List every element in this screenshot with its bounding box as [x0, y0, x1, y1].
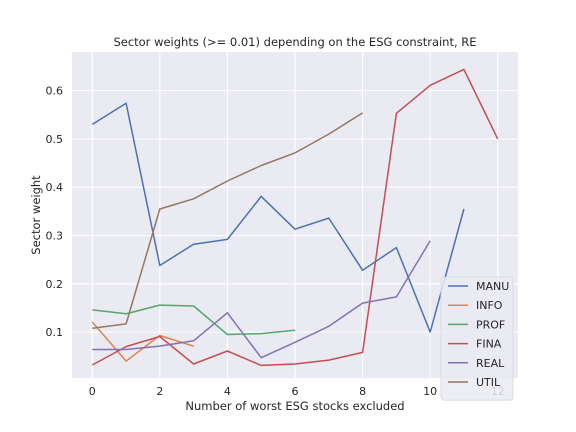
series-line-prof: [92, 304, 296, 336]
series-line-util: [92, 112, 363, 330]
chart-title: Sector weights (>= 0.01) depending on th…: [113, 35, 476, 49]
legend-box: [440, 276, 514, 401]
x-tick-label: 10: [423, 385, 437, 398]
x-tick-label: 8: [359, 385, 366, 398]
y-tick-label: 0.2: [46, 278, 64, 291]
x-tick-label: 0: [89, 385, 96, 398]
y-tick-label: 0.4: [46, 181, 64, 194]
series-layer: [91, 68, 499, 367]
grid: [72, 52, 518, 378]
series-line-real: [92, 240, 431, 359]
y-tick-label: 0.3: [46, 230, 64, 243]
legend-label-real: REAL: [476, 357, 505, 370]
legend-label-fina: FINA: [476, 338, 502, 351]
legend-label-util: UTIL: [476, 376, 501, 389]
x-tick-label: 2: [156, 385, 163, 398]
series-line-manu: [91, 102, 465, 333]
y-tick-labels: 0.1 0.2 0.3 0.4 0.5 0.6: [46, 85, 64, 339]
y-tick-label: 0.5: [46, 133, 64, 146]
y-tick-label: 0.1: [46, 326, 64, 339]
x-tick-label: 6: [292, 385, 299, 398]
y-axis-label: Sector weight: [29, 175, 43, 255]
legend-label-manu: MANU: [476, 280, 509, 293]
x-tick-label: 4: [224, 385, 231, 398]
series-line-fina: [91, 68, 499, 367]
legend-label-prof: PROF: [476, 318, 505, 331]
x-axis-label: Number of worst ESG stocks excluded: [185, 399, 404, 413]
legend: MANU INFO PROF FINA REAL UTIL: [440, 276, 514, 401]
y-tick-label: 0.6: [46, 85, 64, 98]
legend-label-info: INFO: [476, 299, 503, 312]
